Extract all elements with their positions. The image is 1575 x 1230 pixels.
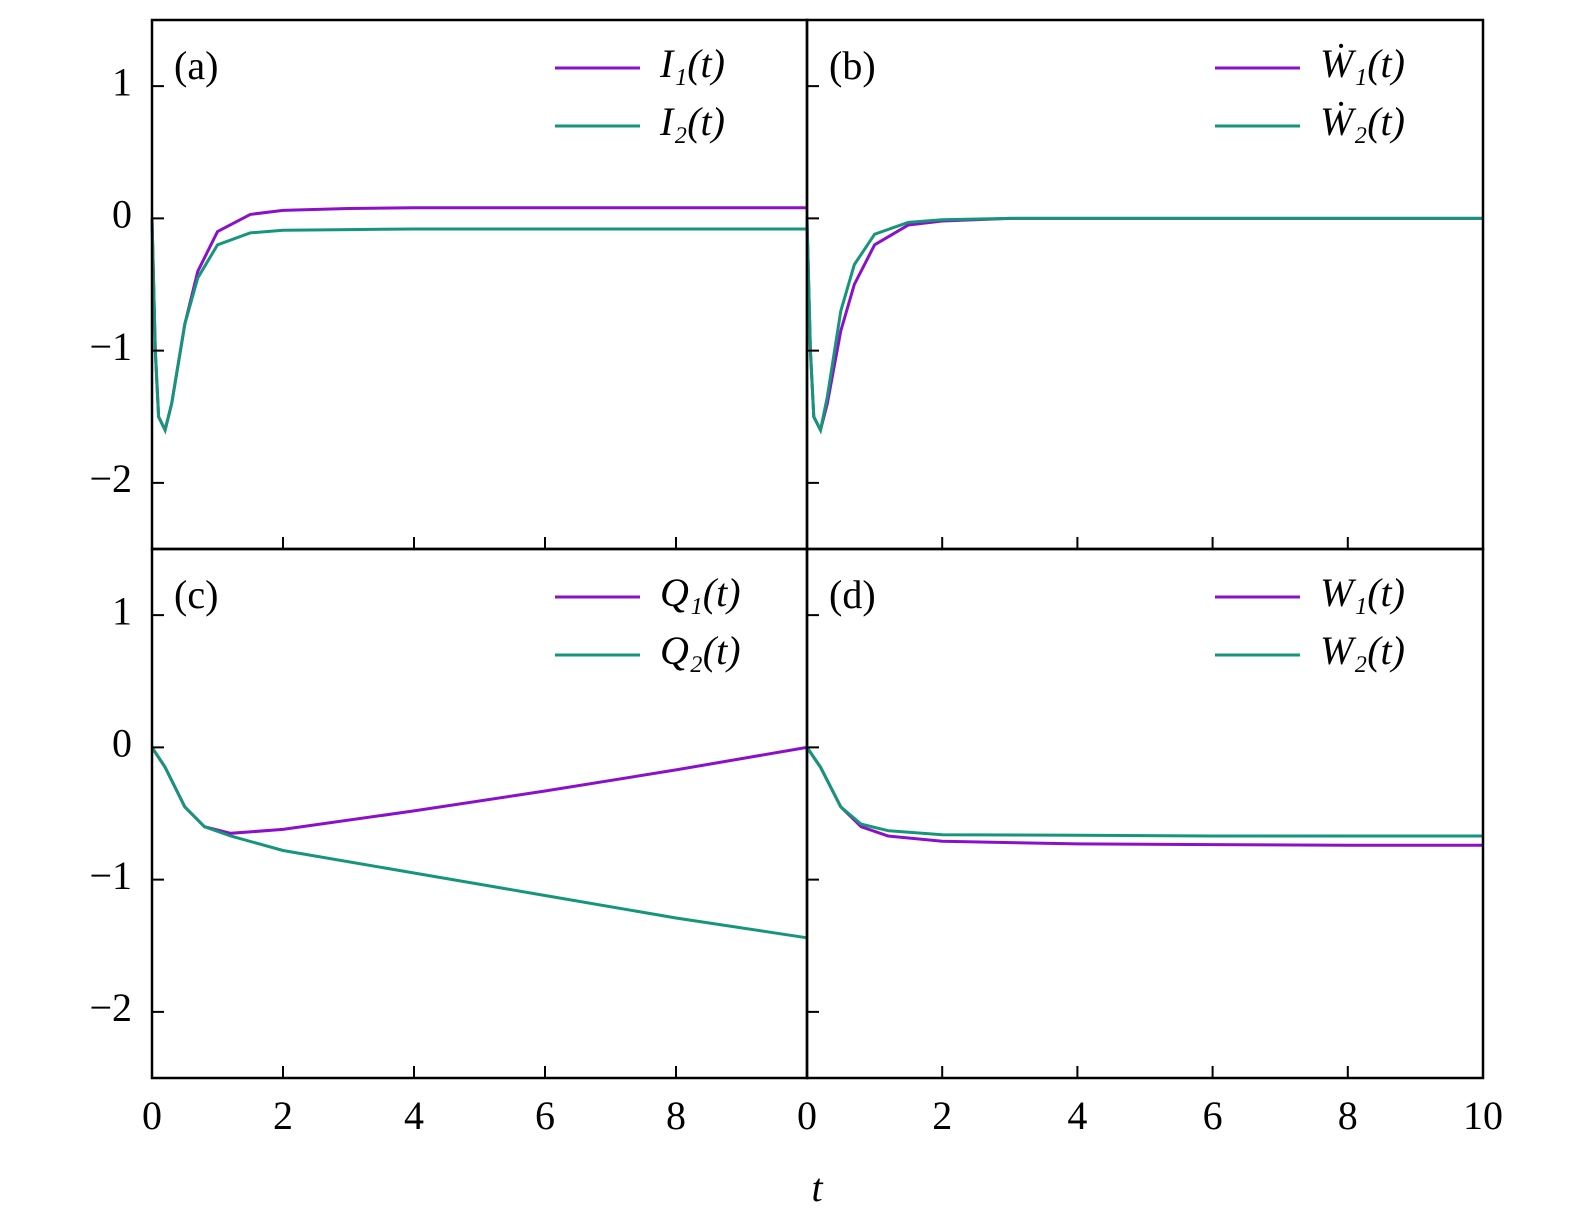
panel-label: (b) <box>829 43 876 88</box>
y-tick-label: 1 <box>112 588 132 633</box>
x-axis-label: t <box>811 1165 823 1210</box>
x-tick-label: 10 <box>1463 1093 1503 1138</box>
series-line <box>150 218 807 435</box>
legend-label: Q₁(t) <box>660 570 741 615</box>
x-tick-label: 6 <box>535 1093 555 1138</box>
series-line <box>150 206 807 435</box>
legend-label: Ẇ₂(t) <box>1320 99 1405 144</box>
x-tick-label: 2 <box>932 1093 952 1138</box>
y-tick-label: 0 <box>112 721 132 766</box>
series-line <box>150 745 808 835</box>
legend-label: W₂(t) <box>1320 628 1405 673</box>
legend-label: I₁(t) <box>659 41 725 86</box>
panel-label: (d) <box>829 572 876 617</box>
legend-label: Q₂(t) <box>660 628 741 673</box>
series-line <box>805 216 1483 435</box>
legend-label: W₁(t) <box>1320 570 1405 615</box>
x-tick-label: 0 <box>142 1093 162 1138</box>
x-tick-label: 2 <box>273 1093 293 1138</box>
y-tick-label: 1 <box>112 59 132 104</box>
x-tick-label: 0 <box>797 1093 817 1138</box>
series-line <box>150 746 808 940</box>
y-tick-label: −1 <box>89 853 132 898</box>
series-line <box>805 746 1483 847</box>
x-tick-label: 8 <box>1338 1093 1358 1138</box>
x-tick-label: 4 <box>1067 1093 1087 1138</box>
y-tick-label: −2 <box>89 456 132 501</box>
x-tick-label: 8 <box>666 1093 686 1138</box>
panel-frame <box>805 547 1485 1080</box>
series-line <box>805 746 1483 838</box>
panel-label: (c) <box>174 572 218 617</box>
x-tick-label: 4 <box>404 1093 424 1138</box>
y-tick-label: −2 <box>89 985 132 1030</box>
y-tick-label: 0 <box>112 192 132 237</box>
x-tick-label: 6 <box>1203 1093 1223 1138</box>
series-line <box>805 216 1483 435</box>
y-tick-label: −1 <box>89 324 132 369</box>
legend-label: I₂(t) <box>659 99 725 144</box>
panel-label: (a) <box>174 43 218 88</box>
legend-label: Ẇ₁(t) <box>1320 41 1405 86</box>
